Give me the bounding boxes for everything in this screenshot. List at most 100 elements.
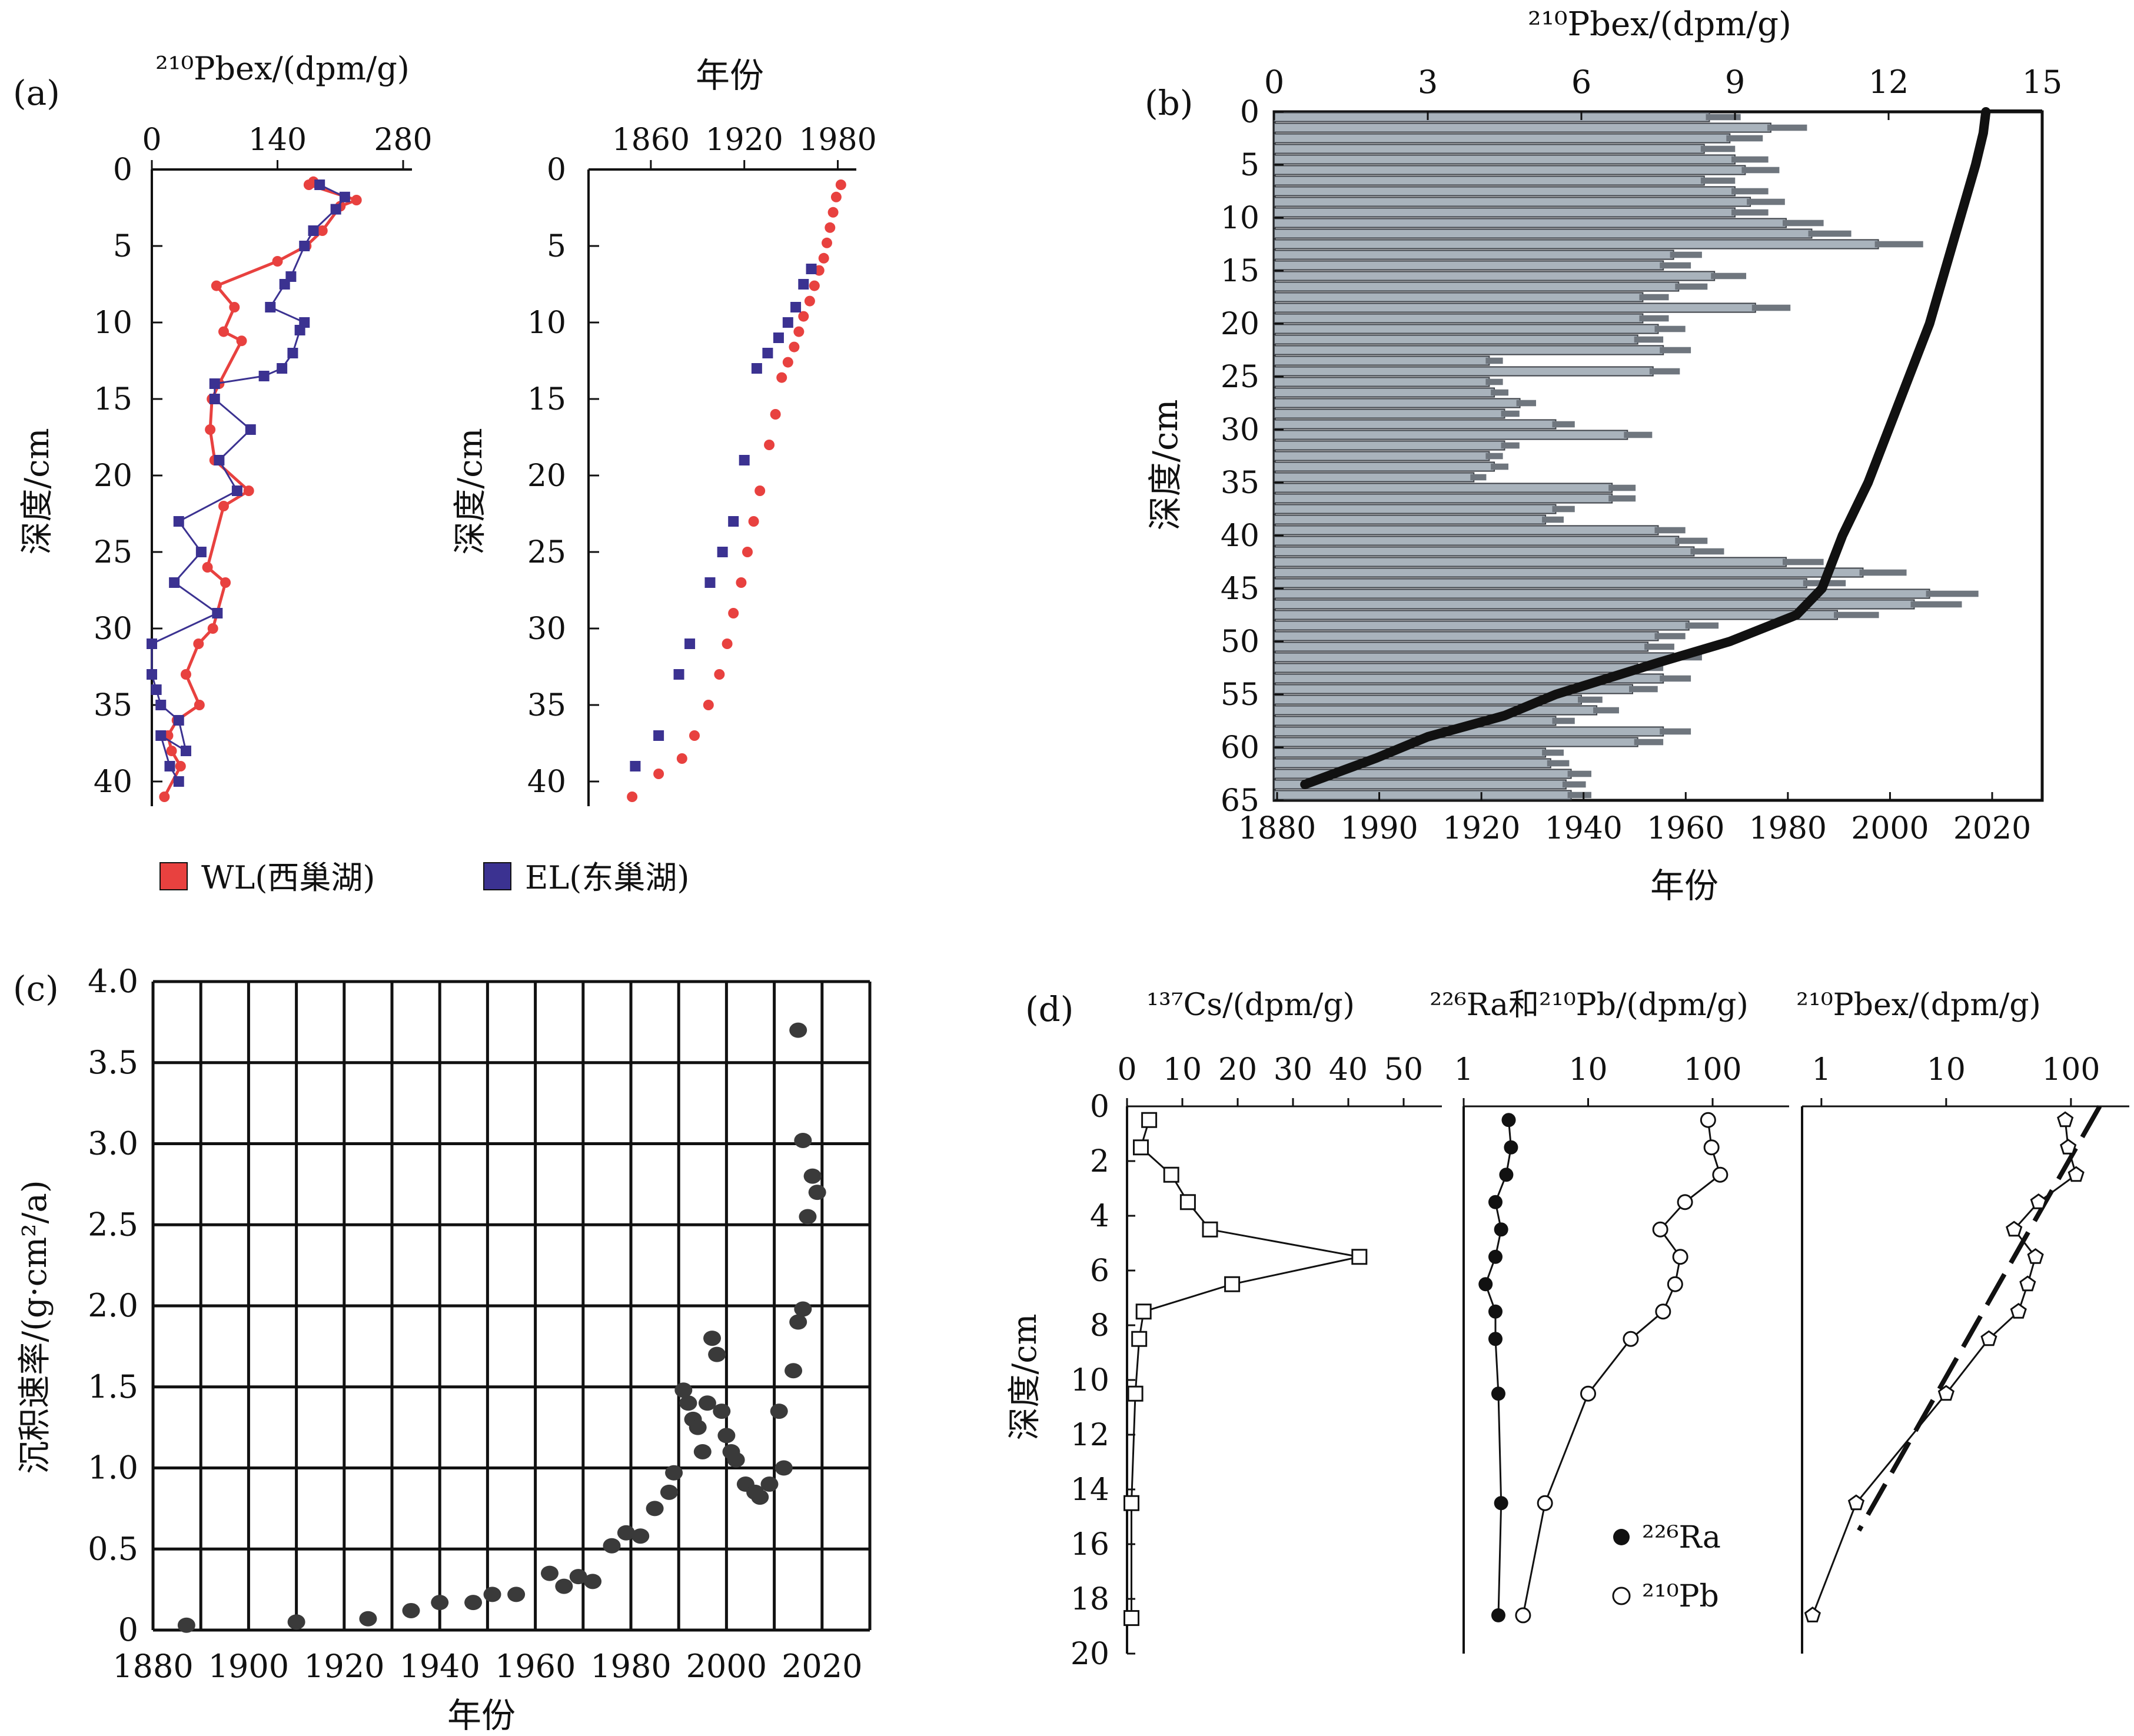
a-right-wl-point [793,326,805,337]
b-top-tick-label: 6 [1571,64,1591,101]
c-point [799,1209,817,1225]
b-bar [1274,144,1705,154]
b-top-tick-label: 15 [2022,64,2063,101]
a-left-series-line [163,180,361,798]
b-bar-error [1542,749,1564,756]
a-left-wl-point [194,700,205,710]
b-bottom-tick-label: 2000 [1851,811,1929,846]
c-point [646,1501,664,1516]
b-y-tick-label: 45 [1221,571,1259,607]
d2-line [1484,1120,1512,1615]
b-bar [1274,451,1490,461]
d3-point [1980,1330,1997,1346]
b-bar-error [1711,272,1747,280]
d3-fit-line [1857,1105,2102,1532]
a-left-el-point [147,669,157,680]
b-y-tick-label: 30 [1221,413,1259,448]
b-bar-error [1670,251,1702,258]
a-left-y-tick-label: 5 [113,229,132,264]
b-bar-error [1552,421,1575,428]
b-bar-error [1834,611,1879,618]
d-y-tick-label: 8 [1090,1308,1109,1343]
a-left-wl-point [218,501,229,511]
a-right-wl-point [676,753,687,764]
a-right-y-tick-label: 25 [527,535,566,570]
a-left-y-tick-label: 35 [94,688,132,723]
c-point [698,1395,716,1411]
a-right-y-tick-label: 5 [547,229,566,264]
b-bar [1274,790,1572,800]
a-left-wl-point [236,335,247,347]
d2-ra-point [1478,1277,1493,1292]
b-bar [1274,218,1787,228]
b-bar [1274,122,1771,133]
c-point [775,1460,793,1476]
a-left-el-point [294,325,305,335]
b-bar [1274,536,1680,546]
b-bar-error [1700,177,1736,184]
b-bar [1274,239,1879,250]
d1-tick-label: 20 [1218,1052,1257,1088]
b-top-tick-label: 9 [1725,64,1745,101]
a-right-el-point [782,317,793,328]
d3-line [1811,1120,2078,1616]
b-top-tick-label: 0 [1264,64,1284,101]
a-right-el-point [728,516,739,527]
a-right-el-point [739,455,750,465]
a-left-el-point [209,378,220,389]
d1-point [1135,1303,1152,1320]
d2-ra-point [1504,1140,1518,1155]
d3-tick-label: 10 [1927,1052,1966,1088]
a-left-el-point [277,363,288,374]
legend-label-wl: WL(西巢湖) [201,859,375,896]
a-left-wl-point [207,623,218,634]
b-bar-error [1706,114,1741,121]
a-left-el-point [155,700,167,710]
b-bar-error [1675,283,1708,290]
a-right-wl-point [830,191,842,202]
d1-point [1133,1139,1149,1156]
a-left-tick-label: 280 [374,122,432,158]
d-y-tick-label: 20 [1071,1637,1109,1672]
c-y-tick-label: 0.5 [88,1530,138,1567]
a-right-el-point [806,264,817,274]
panel-label-a: (a) [13,73,60,113]
b-y-tick-label: 50 [1221,624,1259,660]
a-right-wl-point [742,547,753,557]
d1-point [1141,1112,1158,1128]
b-bar [1274,186,1736,197]
d3-point [2010,1302,2027,1319]
b-y-tick-label: 5 [1240,148,1259,183]
b-bottom-tick-label: 1920 [1442,811,1520,846]
b-bar-error [1654,633,1686,640]
c-point [177,1617,195,1633]
b-bar [1274,154,1736,165]
b-bar [1274,546,1695,557]
a-right-y-tick-label: 10 [527,305,566,341]
b-bar [1274,281,1680,292]
b-y-tick-label: 15 [1221,254,1259,289]
b-bar-error [1608,495,1636,502]
c-point [708,1346,726,1362]
c-point [770,1404,788,1419]
a-left-el-point [147,638,157,649]
a-left-el-point [173,776,184,787]
d3-tick-label: 100 [2042,1052,2100,1088]
c-x-tick-label: 1900 [208,1648,289,1685]
b-bar [1274,705,1598,716]
b-bar-error [1859,569,1907,576]
d-title-2: ²²⁶Ra和²¹⁰Pb/(dpm/g) [1430,987,1748,1023]
d2-pb-point [1677,1194,1693,1210]
b-bar [1274,197,1751,207]
a-right-el-point [630,761,641,771]
a-left-wl-point [272,256,283,267]
b-bar-error [1741,167,1780,174]
a-left-wl-point [243,485,254,496]
d2-ra-point [1488,1195,1503,1209]
b-bar [1274,324,1659,334]
b-bar-error [1731,188,1769,195]
d1-point [1123,1610,1140,1627]
c-ylabel: 沉积速率/(g·cm²/a) [16,1180,54,1474]
a-right-wl-point [689,730,700,741]
